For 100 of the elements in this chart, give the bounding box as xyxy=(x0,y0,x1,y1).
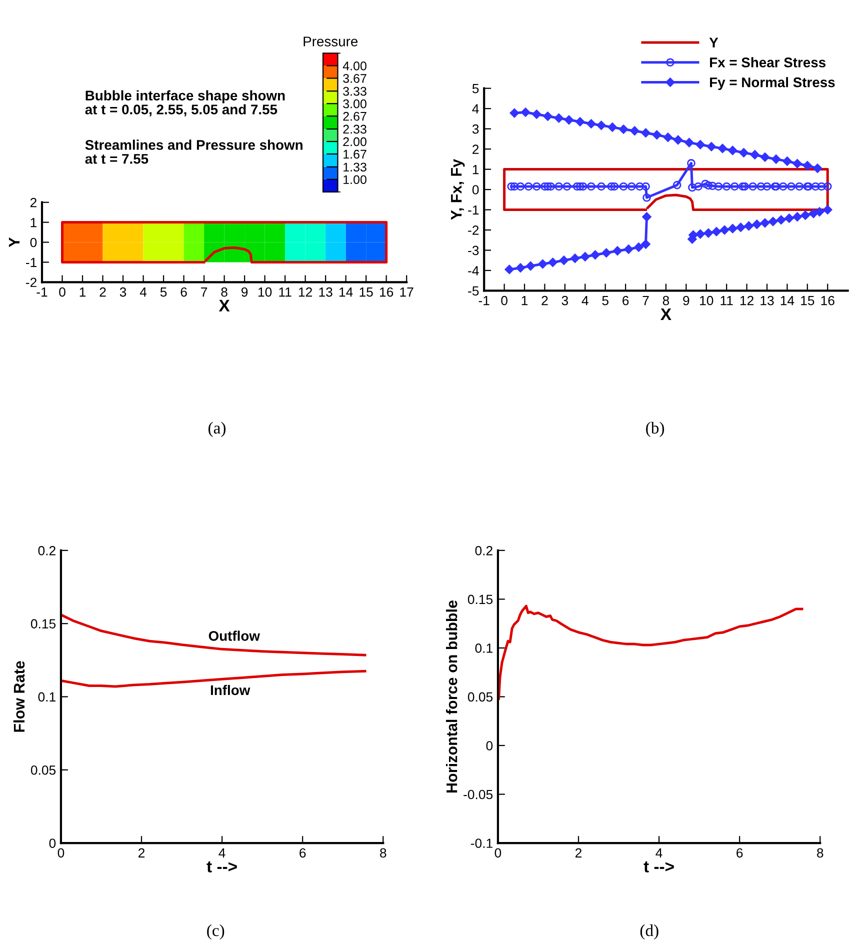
point xyxy=(641,240,650,249)
point xyxy=(739,148,748,158)
color-bar-label: 2.33 xyxy=(343,124,366,134)
point xyxy=(736,222,746,232)
point xyxy=(580,252,590,262)
x-tick-label: 1 xyxy=(522,296,528,306)
y-tick-label: 2 xyxy=(472,144,479,154)
point xyxy=(762,182,772,191)
point xyxy=(792,159,802,168)
y-tick-label: 2 xyxy=(30,198,36,208)
color-bar-label: 3.67 xyxy=(343,74,366,83)
point xyxy=(610,182,619,191)
y-tick-label: -0.05 xyxy=(464,790,493,800)
text: Streamlines and Pressure shown at t = 7.55 xyxy=(85,140,302,164)
point xyxy=(814,207,824,216)
line-series xyxy=(61,221,388,264)
y-tick-label: -2 xyxy=(468,226,479,235)
x-tick-label: 8 xyxy=(817,848,824,858)
point xyxy=(510,182,519,191)
point xyxy=(744,221,754,231)
point xyxy=(730,182,739,191)
x-tick-label: 17 xyxy=(400,287,414,297)
legend-label: Fx = Shear Stress xyxy=(710,57,826,68)
point xyxy=(576,182,584,191)
y-tick-label: 5 xyxy=(472,84,479,94)
point xyxy=(776,215,786,224)
point xyxy=(587,182,596,191)
annotation: Outflow xyxy=(208,630,260,641)
y-tick-label: -5 xyxy=(468,286,479,296)
x-tick-label: 9 xyxy=(683,296,690,306)
point xyxy=(704,181,713,190)
color-bar-label: 4.00 xyxy=(342,62,366,70)
annotation: Inflow xyxy=(210,684,250,696)
point xyxy=(784,214,794,223)
x-tick-label: 12 xyxy=(740,296,754,306)
point xyxy=(510,108,520,118)
x-tick-label: 11 xyxy=(720,296,733,306)
point xyxy=(619,182,628,191)
y-tick-label: 3 xyxy=(472,124,479,134)
point xyxy=(520,108,530,117)
point xyxy=(688,183,696,192)
x-tick-label: 10 xyxy=(258,287,272,297)
point xyxy=(590,250,600,260)
point xyxy=(756,182,766,191)
y-tick-label: 1 xyxy=(30,218,36,228)
y-tick-label: 0.1 xyxy=(475,644,492,653)
x-tick-label: 6 xyxy=(622,296,629,306)
point xyxy=(612,246,622,256)
point xyxy=(728,146,738,156)
point xyxy=(760,152,770,162)
point xyxy=(554,113,564,123)
point xyxy=(782,156,792,166)
point xyxy=(507,182,516,191)
x-axis-title: t --> xyxy=(206,861,237,872)
y-axis-title: Horizontal force on bubble xyxy=(446,600,458,792)
point xyxy=(673,135,683,145)
point xyxy=(787,182,796,191)
x-tick-label: 2 xyxy=(542,296,548,306)
point xyxy=(548,258,558,267)
text: (b) xyxy=(646,422,664,437)
point xyxy=(524,182,533,191)
x-tick-label: 9 xyxy=(242,287,248,297)
point xyxy=(672,180,682,190)
point xyxy=(624,244,634,254)
x-tick-label: 6 xyxy=(736,848,743,858)
point xyxy=(812,164,822,173)
text: (d) xyxy=(640,924,658,940)
legend-label: Y xyxy=(709,38,718,48)
y-tick-label: 4 xyxy=(472,104,479,114)
point xyxy=(634,242,644,252)
point xyxy=(714,182,723,191)
point xyxy=(607,182,616,191)
x-tick-label: 11 xyxy=(279,287,292,297)
point xyxy=(752,220,762,229)
point xyxy=(642,212,652,222)
y-tick-label: 0.15 xyxy=(468,594,493,604)
color-bar-label: 3.00 xyxy=(343,99,366,108)
x-tick-label: 3 xyxy=(120,287,126,297)
y-axis-title: Y, Fx, Fy xyxy=(451,159,465,220)
x-tick-label: 0 xyxy=(59,287,66,297)
y-tick-label: 0.2 xyxy=(38,546,56,556)
point xyxy=(771,154,781,164)
point xyxy=(559,256,569,265)
point xyxy=(575,117,585,126)
point xyxy=(760,218,770,228)
point xyxy=(652,130,662,140)
point xyxy=(532,110,542,119)
point xyxy=(641,128,650,138)
x-tick-label: 4 xyxy=(218,848,226,858)
y-tick-label: 0.15 xyxy=(30,619,56,628)
point xyxy=(504,264,514,274)
point xyxy=(684,138,694,148)
x-tick-label: 2 xyxy=(100,287,106,297)
point xyxy=(572,182,582,191)
y-tick-label: 1 xyxy=(472,164,479,174)
y-tick-label: 0.05 xyxy=(468,692,493,702)
x-tick-label: 3 xyxy=(562,296,568,306)
point xyxy=(822,205,832,214)
x-tick-label: 8 xyxy=(380,848,386,858)
x-tick-label: 2 xyxy=(138,848,145,858)
